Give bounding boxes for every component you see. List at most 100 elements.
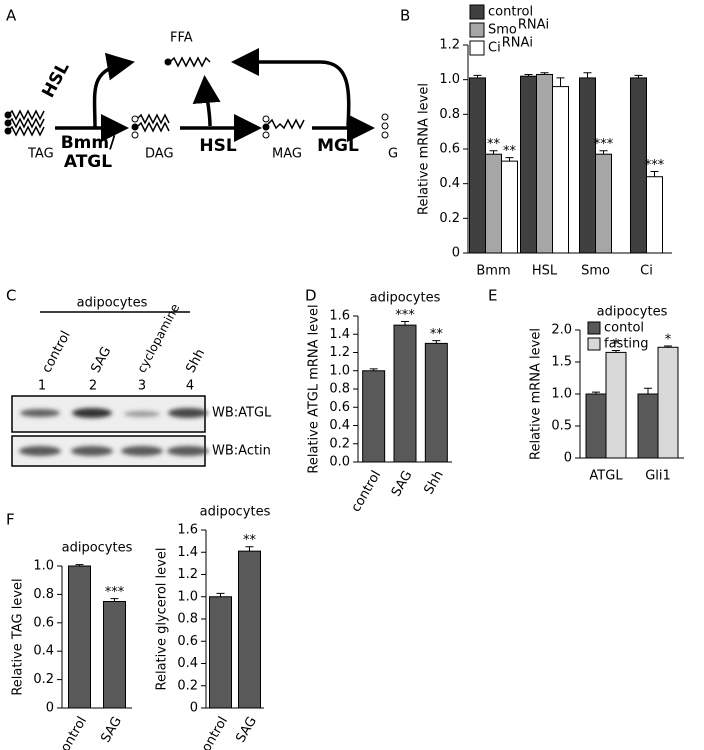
error-bar [592,391,600,394]
lane-label: SAG [88,344,114,375]
y-tick-label: 0.8 [439,107,460,122]
panel-label: C [6,287,16,305]
error-bar [216,592,225,597]
legend-swatch [469,4,485,20]
y-axis-label: Relative glycerol level [155,548,170,691]
y-tick-label: 0 [190,701,198,716]
y-tick-label: 0.4 [33,644,54,659]
bar [657,346,679,459]
y-tick-label: 1.6 [329,309,350,324]
bar [520,75,537,254]
bar [68,565,91,709]
panel-label: A [6,7,17,25]
y-tick-label: 1.2 [439,38,460,53]
y-tick-label: 1.4 [329,327,350,342]
y-tick-label: 0.4 [177,656,198,671]
product-label: FFA [170,31,193,46]
y-tick-label: 0.8 [329,382,350,397]
lane-number: 3 [138,379,146,394]
y-axis-label: Relative ATGL mRNA level [307,304,322,473]
enzyme-label: ATGL [64,152,112,172]
error-bar [634,74,643,78]
chart-title: adipocytes [62,541,133,556]
chart-title: adipocytes [200,505,271,520]
y-tick-label: 0.5 [551,419,572,434]
bar [469,77,486,254]
bar [637,393,659,459]
western-blot: adipocytes control SAG cyclopamine Shh 1… [11,296,272,467]
y-tick-label: 1.6 [177,523,198,538]
y-tick-label: 1.0 [33,559,54,574]
bar [485,153,502,254]
bar [552,86,569,254]
substrate-label: G [388,147,398,162]
x-tick-label: Bmm [476,264,510,279]
x-tick-label: Smo [581,264,610,279]
error-bar [401,320,409,326]
panel-label: F [6,511,15,529]
bar [595,153,612,254]
legend-superscript: RNAi [518,18,549,33]
lane-label: control [39,329,73,376]
enzyme-label: MGL [317,136,359,156]
x-tick-label: SAG [98,714,125,745]
y-tick-label: 1.2 [329,345,350,360]
y-tick-label: 0.6 [33,615,54,630]
error-bar [664,345,672,348]
panel-label: E [488,287,497,305]
y-axis-label: Relative mRNA level [417,83,432,215]
y-tick-label: 0.6 [439,142,460,157]
bar [579,77,596,254]
x-tick-label: ATGL [589,469,623,484]
legend-label: Smo [488,23,517,38]
error-bar [369,368,378,371]
significance: *** [594,137,614,152]
error-bar [644,387,652,394]
enzyme-label: HSL [38,59,73,101]
significance: ** [487,137,501,152]
legend-swatch [587,321,601,335]
x-tick-label: Gli1 [645,469,671,484]
lane-number: 4 [186,379,194,394]
bar [585,393,607,459]
legend-label: Ci [488,41,501,56]
blot-row-label: WB:ATGL [212,406,272,421]
y-tick-label: 1.5 [551,355,572,370]
x-tick-label: control [195,714,231,750]
error-bar [110,598,119,602]
enzyme-label: Bmm/ [61,133,116,153]
x-tick-label: Ci [640,264,653,279]
y-axis-label: Relative TAG level [11,578,26,695]
bar [501,160,518,254]
x-tick-label: control [349,468,385,515]
legend-swatch [469,22,485,38]
significance: ** [243,533,257,548]
bar [393,324,417,463]
y-tick-label: 0.2 [177,678,198,693]
panel-label: B [400,7,410,25]
y-tick-label: 0.6 [329,400,350,415]
x-tick-label: SAG [233,714,260,745]
y-tick-label: 0.4 [329,418,350,433]
bar [646,176,663,254]
error-bar [75,564,84,566]
x-tick-label: HSL [532,264,558,279]
y-tick-label: 0.2 [33,672,54,687]
y-tick-label: 1.0 [551,387,572,402]
y-tick-label: 0.8 [33,587,54,602]
y-tick-label: 1.4 [177,545,198,560]
significance: ** [503,144,517,159]
significance: *** [395,308,415,323]
y-tick-label: 0.4 [439,176,460,191]
y-tick-label: 0.0 [329,455,350,470]
error-bar [473,74,482,78]
pathway-diagram: TAG DAG MAG G FFA HSL Bmm/ ATGL HSL MGL [4,31,398,172]
x-tick-label: control [54,714,90,750]
significance: ** [430,327,444,342]
bar [536,73,553,254]
error-bar [599,150,608,155]
significance: * [665,333,672,348]
bar [424,342,448,463]
